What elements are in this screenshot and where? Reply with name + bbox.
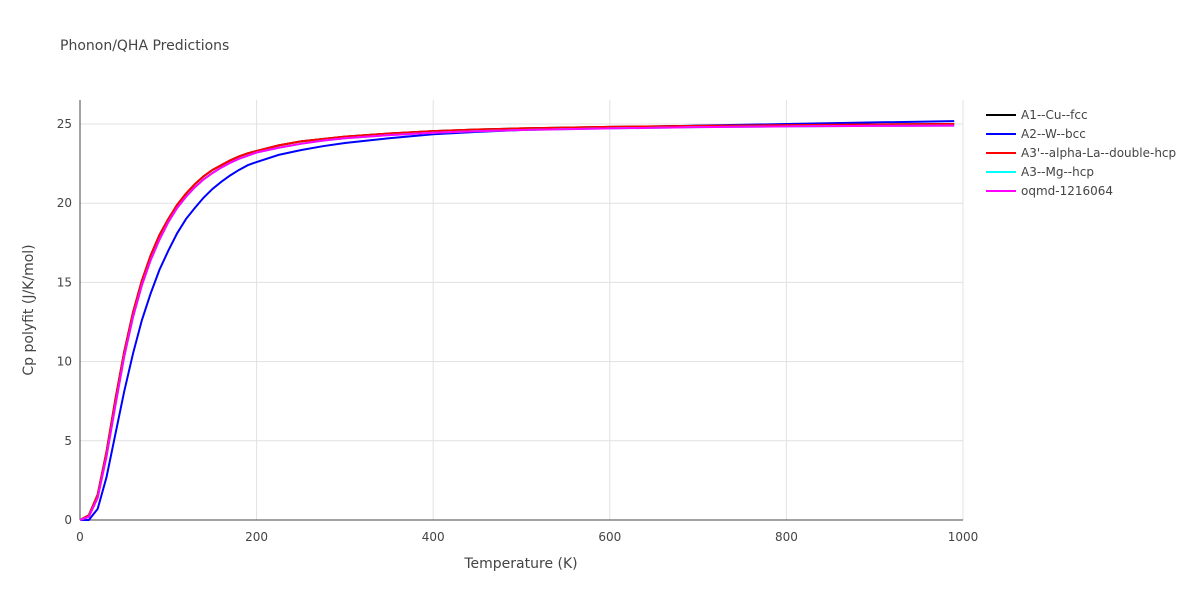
- x-tick-label: 200: [245, 530, 268, 544]
- y-axis-title: Cp polyfit (J/K/mol): [21, 244, 37, 375]
- x-tick-label: 800: [775, 530, 798, 544]
- legend-label: A1--Cu--fcc: [1021, 108, 1088, 122]
- y-tick-label: 25: [57, 117, 72, 131]
- x-tick-label: 1000: [948, 530, 979, 544]
- series-line: [79, 123, 955, 521]
- legend-label: A2--W--bcc: [1021, 127, 1086, 141]
- x-tick-label: 0: [76, 530, 84, 544]
- series-line: [79, 124, 955, 521]
- series-line: [79, 124, 955, 521]
- y-tick-label: 0: [64, 513, 72, 527]
- y-tick-label: 5: [64, 434, 72, 448]
- y-tick-label: 20: [57, 196, 72, 210]
- x-tick-label: 600: [598, 530, 621, 544]
- chart-title: Phonon/QHA Predictions: [60, 38, 229, 54]
- x-tick-label: 400: [422, 530, 445, 544]
- y-tick-label: 10: [57, 355, 72, 369]
- legend-label: oqmd-1216064: [1021, 184, 1113, 198]
- y-tick-label: 15: [57, 275, 72, 289]
- series-line: [80, 120, 955, 521]
- series-line: [79, 123, 955, 521]
- legend-label: A3--Mg--hcp: [1021, 165, 1094, 179]
- x-axis-title: Temperature (K): [463, 556, 577, 572]
- legend-label: A3'--alpha-La--double-hcp: [1021, 146, 1176, 160]
